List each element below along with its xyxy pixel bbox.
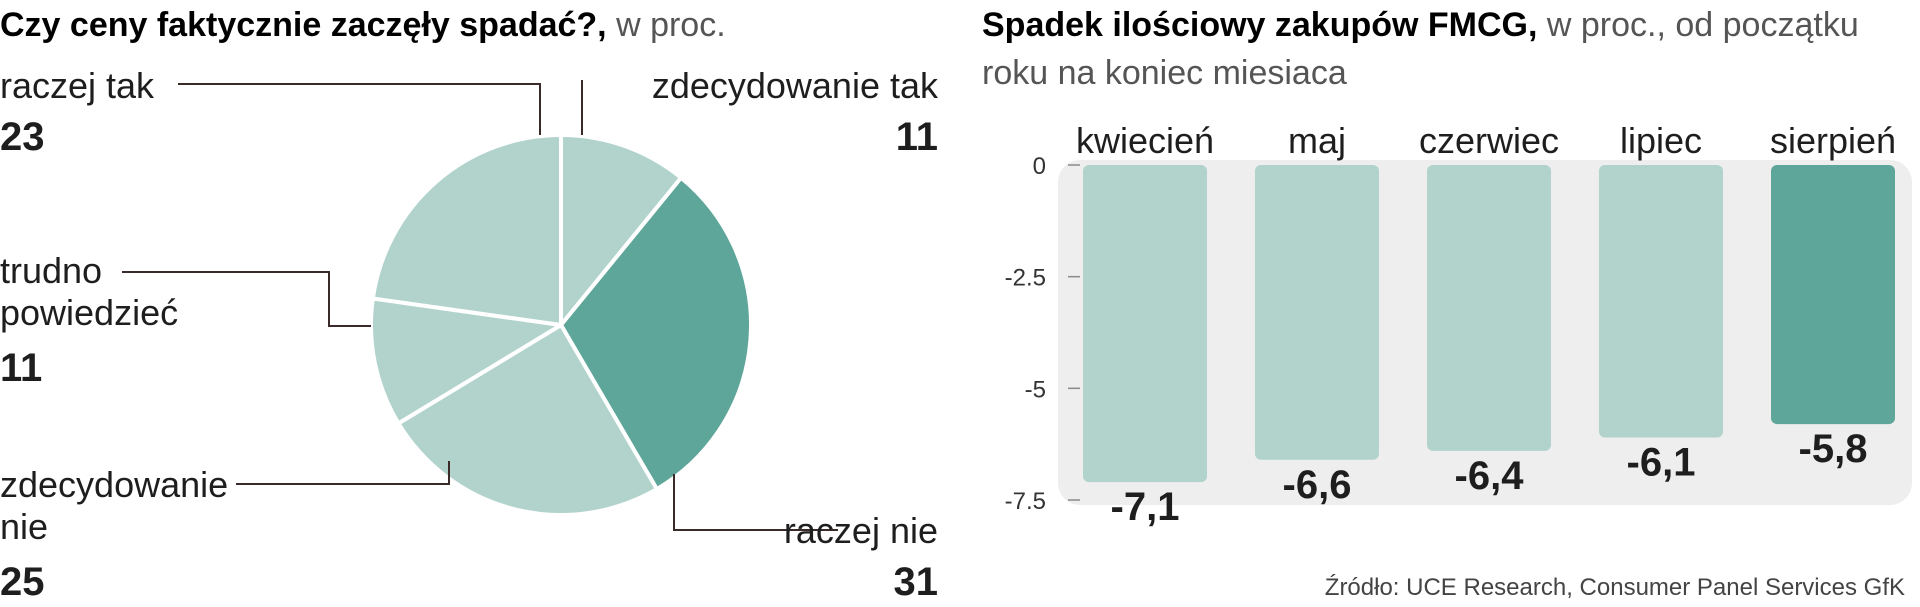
pie-slice	[369, 296, 563, 426]
x-category-label: kwiecień	[1076, 120, 1214, 161]
y-tick-label: 0	[1033, 153, 1046, 180]
leader-line	[178, 83, 541, 135]
slice-label: raczej nie	[784, 510, 938, 551]
bar-value-label: -6,1	[1627, 440, 1696, 484]
bar-chart-title: Spadek ilościowy zakupów FMCG,	[982, 6, 1537, 44]
pie-labels: zdecydowanie tak 11 raczej nie 31 zdecydowan…	[0, 65, 939, 604]
bar	[1255, 165, 1379, 460]
bar-value-label: -7,1	[1111, 485, 1180, 529]
y-tick-label: -7.5	[1005, 488, 1046, 515]
x-category-label: czerwiec	[1419, 120, 1559, 161]
pie-leader-lines	[122, 80, 838, 531]
leader-line	[673, 474, 838, 531]
plot-panel	[1058, 160, 1912, 505]
leader-line	[122, 271, 371, 327]
bar	[1599, 165, 1723, 438]
x-category-label: maj	[1288, 120, 1346, 161]
svg-text:Spadek ilościowy zakupów FMCG,: Spadek ilościowy zakupów FMCG, w proc., …	[982, 6, 1859, 44]
svg-text:Czy ceny faktycznie zaczęły sp: Czy ceny faktycznie zaczęły spadać?, w p…	[0, 6, 726, 44]
slice-label: zdecydowanie tak	[652, 65, 939, 106]
bar-value-label: -5,8	[1799, 427, 1868, 471]
x-category-label: lipiec	[1620, 120, 1702, 161]
slice-label: nie	[0, 506, 48, 547]
pie-slice	[396, 323, 659, 517]
pie-slice	[370, 133, 563, 327]
bar-value-label: -6,6	[1283, 463, 1352, 507]
source-note: Źródło: UCE Research, Consumer Panel Ser…	[1325, 574, 1905, 601]
slice-value: 11	[896, 115, 938, 159]
y-tick-label: -2.5	[1005, 265, 1046, 292]
bar-chart-title-unit: w proc., od początku	[1537, 6, 1858, 44]
bar	[1771, 165, 1895, 425]
bar-value-label: -6,4	[1455, 454, 1525, 498]
bars: kwiecień -7,1 maj -6,6 czerwiec -6,4 lipiec -6,…	[1076, 120, 1896, 529]
y-axis: 0 -2.5 -5 -7.5	[1005, 153, 1080, 515]
slice-value: 31	[894, 560, 939, 604]
slice-label: zdecydowanie	[0, 464, 228, 505]
x-category-label: sierpień	[1770, 120, 1896, 161]
slice-label: raczej tak	[0, 65, 155, 106]
slice-value: 11	[0, 346, 42, 390]
bar	[1083, 165, 1207, 483]
pie-slice	[559, 175, 753, 492]
slice-label: trudno	[0, 250, 102, 291]
slice-value: 25	[0, 560, 45, 604]
slice-label: powiedzieć	[0, 292, 178, 333]
pie-chart: Czy ceny faktycznie zaczęły spadać?, w p…	[0, 6, 939, 604]
pie-title-unit: w proc.	[607, 6, 726, 44]
leader-line	[236, 461, 450, 485]
bar-chart-title-line2: roku na koniec miesiaca	[982, 54, 1347, 92]
y-tick-label: -5	[1025, 376, 1046, 403]
pie-title: Czy ceny faktycznie zaczęły spadać?,	[0, 6, 607, 44]
pie-slices	[369, 133, 753, 517]
bar	[1427, 165, 1551, 451]
slice-value: 23	[0, 115, 45, 159]
pie-slice	[559, 133, 684, 327]
